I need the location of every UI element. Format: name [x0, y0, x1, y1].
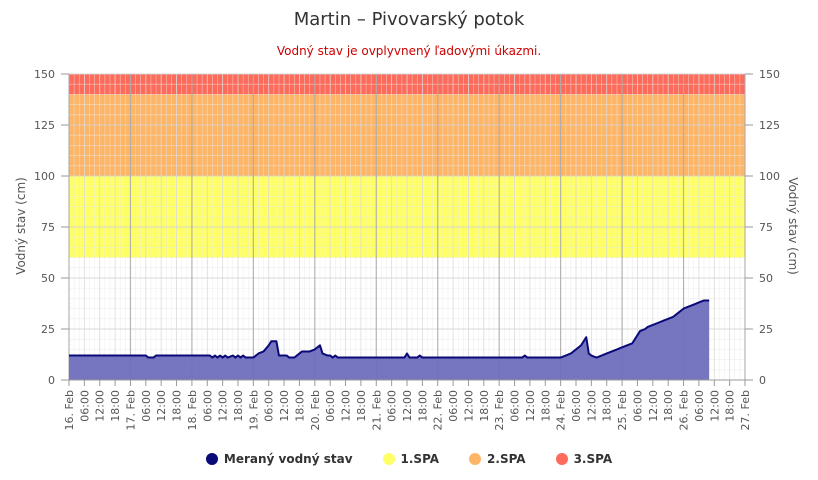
- series-measured[interactable]: [69, 299, 710, 380]
- measured-line[interactable]: [69, 299, 710, 359]
- y-tick-label-left: 75: [41, 221, 55, 234]
- y-tick-label-left: 150: [34, 68, 55, 81]
- x-tick-label: 16. Feb: [63, 390, 76, 430]
- legend-label-spa2: 2.SPA: [487, 452, 526, 466]
- x-tick-label: 18:00: [109, 390, 122, 422]
- x-tick-label: 12:00: [278, 390, 291, 422]
- y-tick-label-right: 50: [759, 272, 773, 285]
- x-tick-label: 12:00: [217, 390, 230, 422]
- x-tick-label: 21. Feb: [370, 390, 383, 430]
- x-tick-label: 26. Feb: [678, 390, 691, 430]
- x-tick-label: 18:00: [293, 390, 306, 422]
- major-gridlines: [68, 73, 746, 381]
- x-tick-label: 18:00: [171, 390, 184, 422]
- x-tick-label: 12:00: [462, 390, 475, 422]
- x-tick-label: 06:00: [570, 390, 583, 422]
- x-tick-label: 27. Feb: [739, 390, 752, 430]
- y-tick-label-left: 50: [41, 272, 55, 285]
- x-tick-label: 18:00: [724, 390, 737, 422]
- legend-marker-spa2: [469, 453, 482, 465]
- y-tick-label-right: 75: [759, 221, 773, 234]
- x-tick-label: 24. Feb: [555, 390, 568, 430]
- legend-label-spa1: 1.SPA: [400, 452, 440, 466]
- legend-item-spa2[interactable]: 2.SPA: [469, 452, 526, 466]
- y-axis-right: 0 25 50 75 100 125 150: [745, 68, 780, 387]
- x-tick-label: 06:00: [447, 390, 460, 422]
- y-tick-label-right: 25: [759, 323, 773, 336]
- chart-title: Martin – Pivovarský potok: [293, 9, 525, 30]
- x-tick-label: 19. Feb: [247, 390, 260, 430]
- x-tick-label: 18:00: [232, 390, 245, 422]
- x-tick-label: 25. Feb: [616, 390, 629, 430]
- legend-label-measured: Meraný vodný stav: [223, 452, 353, 466]
- legend-item-spa3[interactable]: 3.SPA: [555, 452, 613, 466]
- x-tick-label: 20. Feb: [309, 390, 322, 430]
- x-tick-label: 06:00: [693, 390, 706, 422]
- x-tick-label: 06:00: [201, 390, 214, 422]
- x-tick-label: 06:00: [78, 390, 91, 422]
- legend-item-measured[interactable]: Meraný vodný stav: [205, 452, 353, 466]
- legend-item-spa1[interactable]: 1.SPA: [382, 452, 440, 466]
- measured-area[interactable]: [69, 300, 710, 380]
- x-tick-label: 22. Feb: [432, 390, 445, 430]
- x-tick-label: 06:00: [386, 390, 399, 422]
- legend-label-spa3: 3.SPA: [573, 452, 613, 466]
- y-tick-label-left: 100: [34, 170, 55, 183]
- y-tick-label-left: 125: [34, 119, 55, 132]
- y-axis-left: 0 25 50 75 100 125 150: [34, 68, 69, 387]
- x-tick-label: 23. Feb: [493, 390, 506, 430]
- x-tick-label: 18:00: [662, 390, 675, 422]
- legend: Meraný vodný stav 1.SPA 2.SPA 3.SPA: [0, 452, 818, 466]
- x-tick-label: 12:00: [524, 390, 537, 422]
- x-tick-label: 18:00: [539, 390, 552, 422]
- x-tick-label: 12:00: [708, 390, 721, 422]
- legend-marker-spa1: [382, 453, 395, 465]
- x-tick-label: 12:00: [340, 390, 353, 422]
- x-tick-label: 06:00: [263, 390, 276, 422]
- x-tick-label: 06:00: [509, 390, 522, 422]
- legend-marker-measured: [205, 453, 218, 465]
- x-tick-label: 06:00: [140, 390, 153, 422]
- x-tick-label: 18:00: [355, 390, 368, 422]
- x-tick-label: 18:00: [416, 390, 429, 422]
- y-tick-label-right: 0: [759, 374, 766, 387]
- x-tick-label: 12:00: [155, 390, 168, 422]
- x-tick-label: 12:00: [585, 390, 598, 422]
- y-axis-title-right: Vodný stav (cm): [786, 177, 800, 275]
- legend-marker-spa3: [555, 453, 568, 465]
- x-tick-label: 18:00: [478, 390, 491, 422]
- x-tick-label: 18. Feb: [186, 390, 199, 430]
- y-tick-label-left: 0: [48, 374, 55, 387]
- chart-subtitle: Vodný stav je ovplyvnený ľadovými úkazmi…: [276, 44, 542, 58]
- y-tick-label-right: 100: [759, 170, 780, 183]
- x-tick-label: 06:00: [324, 390, 337, 422]
- y-tick-label-left: 25: [41, 323, 55, 336]
- x-tick-label: 12:00: [647, 390, 660, 422]
- y-axis-title-left: Vodný stav (cm): [14, 177, 28, 275]
- x-axis: 16. Feb 06:00 12:00 18:00 17. Feb 06:00 12:00 1…: [63, 380, 752, 430]
- x-tick-label: 06:00: [631, 390, 644, 422]
- x-tick-label: 18:00: [601, 390, 614, 422]
- x-tick-label: 12:00: [401, 390, 414, 422]
- x-tick-label: 17. Feb: [124, 390, 137, 430]
- y-tick-label-right: 150: [759, 68, 780, 81]
- x-tick-label: 12:00: [94, 390, 107, 422]
- y-tick-label-right: 125: [759, 119, 780, 132]
